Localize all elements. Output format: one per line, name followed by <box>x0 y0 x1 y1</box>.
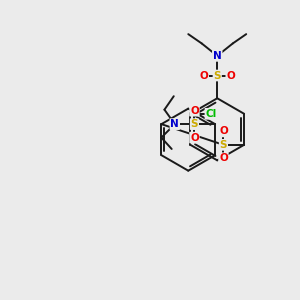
Text: S: S <box>191 119 198 129</box>
Text: O: O <box>200 70 208 80</box>
Text: N: N <box>170 119 179 129</box>
Text: O: O <box>219 126 228 136</box>
Text: O: O <box>190 133 199 142</box>
Text: O: O <box>219 153 228 163</box>
Text: S: S <box>220 140 227 150</box>
Text: N: N <box>213 51 222 61</box>
Text: O: O <box>226 70 235 80</box>
Text: O: O <box>190 106 199 116</box>
Text: Cl: Cl <box>206 109 217 119</box>
Text: S: S <box>214 70 221 80</box>
